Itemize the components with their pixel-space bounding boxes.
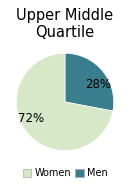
Text: 28%: 28% <box>86 78 112 91</box>
Legend: Women, Men: Women, Men <box>19 164 111 182</box>
Text: 72%: 72% <box>18 113 44 126</box>
Wedge shape <box>16 53 113 151</box>
Title: Upper Middle
Quartile: Upper Middle Quartile <box>16 8 114 40</box>
Wedge shape <box>65 53 114 111</box>
